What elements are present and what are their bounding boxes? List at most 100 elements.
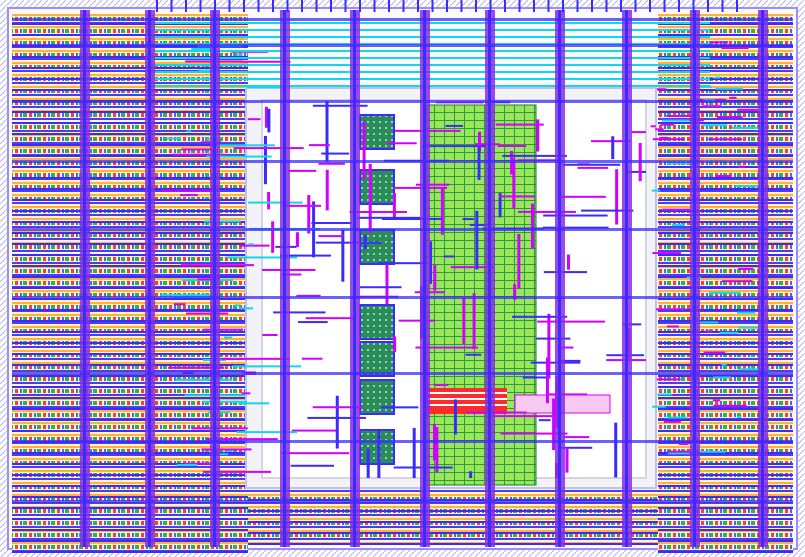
wire	[738, 326, 762, 329]
wire	[197, 278, 220, 281]
wire	[298, 321, 328, 324]
std-cell-row	[658, 300, 793, 309]
std-cell-row	[12, 355, 248, 364]
bottom-std-cell-array	[248, 490, 658, 545]
std-cell-row	[12, 113, 248, 122]
wire	[287, 169, 317, 172]
std-cell-row	[12, 25, 248, 34]
row-rail	[12, 276, 248, 278]
wire	[545, 357, 549, 404]
pin	[620, 0, 622, 12]
row-rail	[12, 34, 248, 36]
wire	[558, 346, 574, 349]
row-rail	[658, 353, 793, 355]
wire	[186, 312, 229, 315]
via-block	[359, 379, 395, 415]
row-rail	[12, 320, 248, 322]
wire	[239, 60, 291, 63]
wire	[248, 243, 254, 246]
wire	[295, 232, 299, 248]
pin	[533, 0, 535, 12]
row-rail	[12, 408, 248, 410]
row-rail	[658, 485, 793, 487]
std-cell-row	[12, 234, 248, 243]
std-cell-row	[12, 421, 248, 430]
horizontal-strap	[12, 500, 793, 503]
row-rail	[12, 111, 248, 113]
wire	[518, 210, 576, 213]
row-rail	[658, 408, 793, 410]
wire	[660, 123, 675, 126]
wire	[450, 266, 494, 269]
row-rail	[12, 331, 248, 333]
std-cell-row	[12, 366, 248, 375]
row-rail	[658, 320, 793, 322]
wire	[223, 336, 233, 339]
wire	[387, 142, 417, 145]
wire	[280, 254, 331, 257]
row-rail	[12, 23, 248, 25]
wire	[385, 264, 389, 305]
wire	[536, 337, 571, 340]
row-rail	[12, 364, 248, 366]
wire	[563, 436, 590, 439]
wire	[168, 366, 225, 369]
horizontal-strap	[12, 440, 793, 443]
row-rail	[658, 474, 793, 476]
row-rail	[12, 232, 248, 234]
wire	[737, 108, 759, 111]
std-cell-row	[658, 399, 793, 408]
wire	[445, 124, 464, 127]
pin	[605, 0, 608, 12]
row-rail	[658, 287, 793, 289]
wire	[477, 146, 481, 180]
wire	[536, 119, 540, 152]
power-strap-core	[558, 10, 561, 547]
wire	[392, 192, 396, 218]
wire	[356, 216, 423, 219]
wire	[429, 241, 433, 284]
row-rail	[12, 144, 248, 146]
row-rail	[658, 232, 793, 234]
row-rail	[12, 485, 248, 487]
row-rail	[658, 551, 793, 553]
row-rail	[12, 518, 248, 520]
wire	[435, 427, 439, 473]
pin	[243, 0, 245, 12]
pin	[156, 0, 158, 12]
wire	[206, 155, 272, 158]
wire	[281, 204, 322, 207]
row-rail	[12, 78, 248, 80]
wire	[708, 291, 741, 294]
wire	[650, 125, 656, 128]
pin	[330, 0, 332, 12]
top-pin-row	[156, 0, 738, 12]
wire	[737, 165, 745, 168]
row-rail	[658, 166, 793, 168]
wire	[377, 262, 429, 265]
pin	[721, 0, 724, 12]
horizontal-strap	[12, 18, 793, 21]
row-rail	[658, 199, 793, 201]
wire	[226, 256, 298, 259]
wire	[721, 46, 749, 49]
row-rail	[658, 518, 793, 520]
row-rail	[12, 397, 248, 399]
pin	[359, 0, 361, 12]
wire	[517, 233, 521, 289]
wire	[226, 449, 233, 452]
row-rail	[12, 221, 248, 223]
wire	[662, 208, 691, 211]
std-cell-row	[658, 476, 793, 485]
pin	[591, 0, 593, 12]
wire	[498, 195, 536, 198]
wire	[246, 86, 285, 89]
row-rail	[248, 543, 658, 545]
row-rail	[658, 375, 793, 377]
wire	[667, 325, 679, 328]
std-cell-row	[658, 531, 793, 540]
row-rail	[12, 177, 248, 179]
wire	[380, 406, 419, 409]
wire	[611, 136, 615, 159]
